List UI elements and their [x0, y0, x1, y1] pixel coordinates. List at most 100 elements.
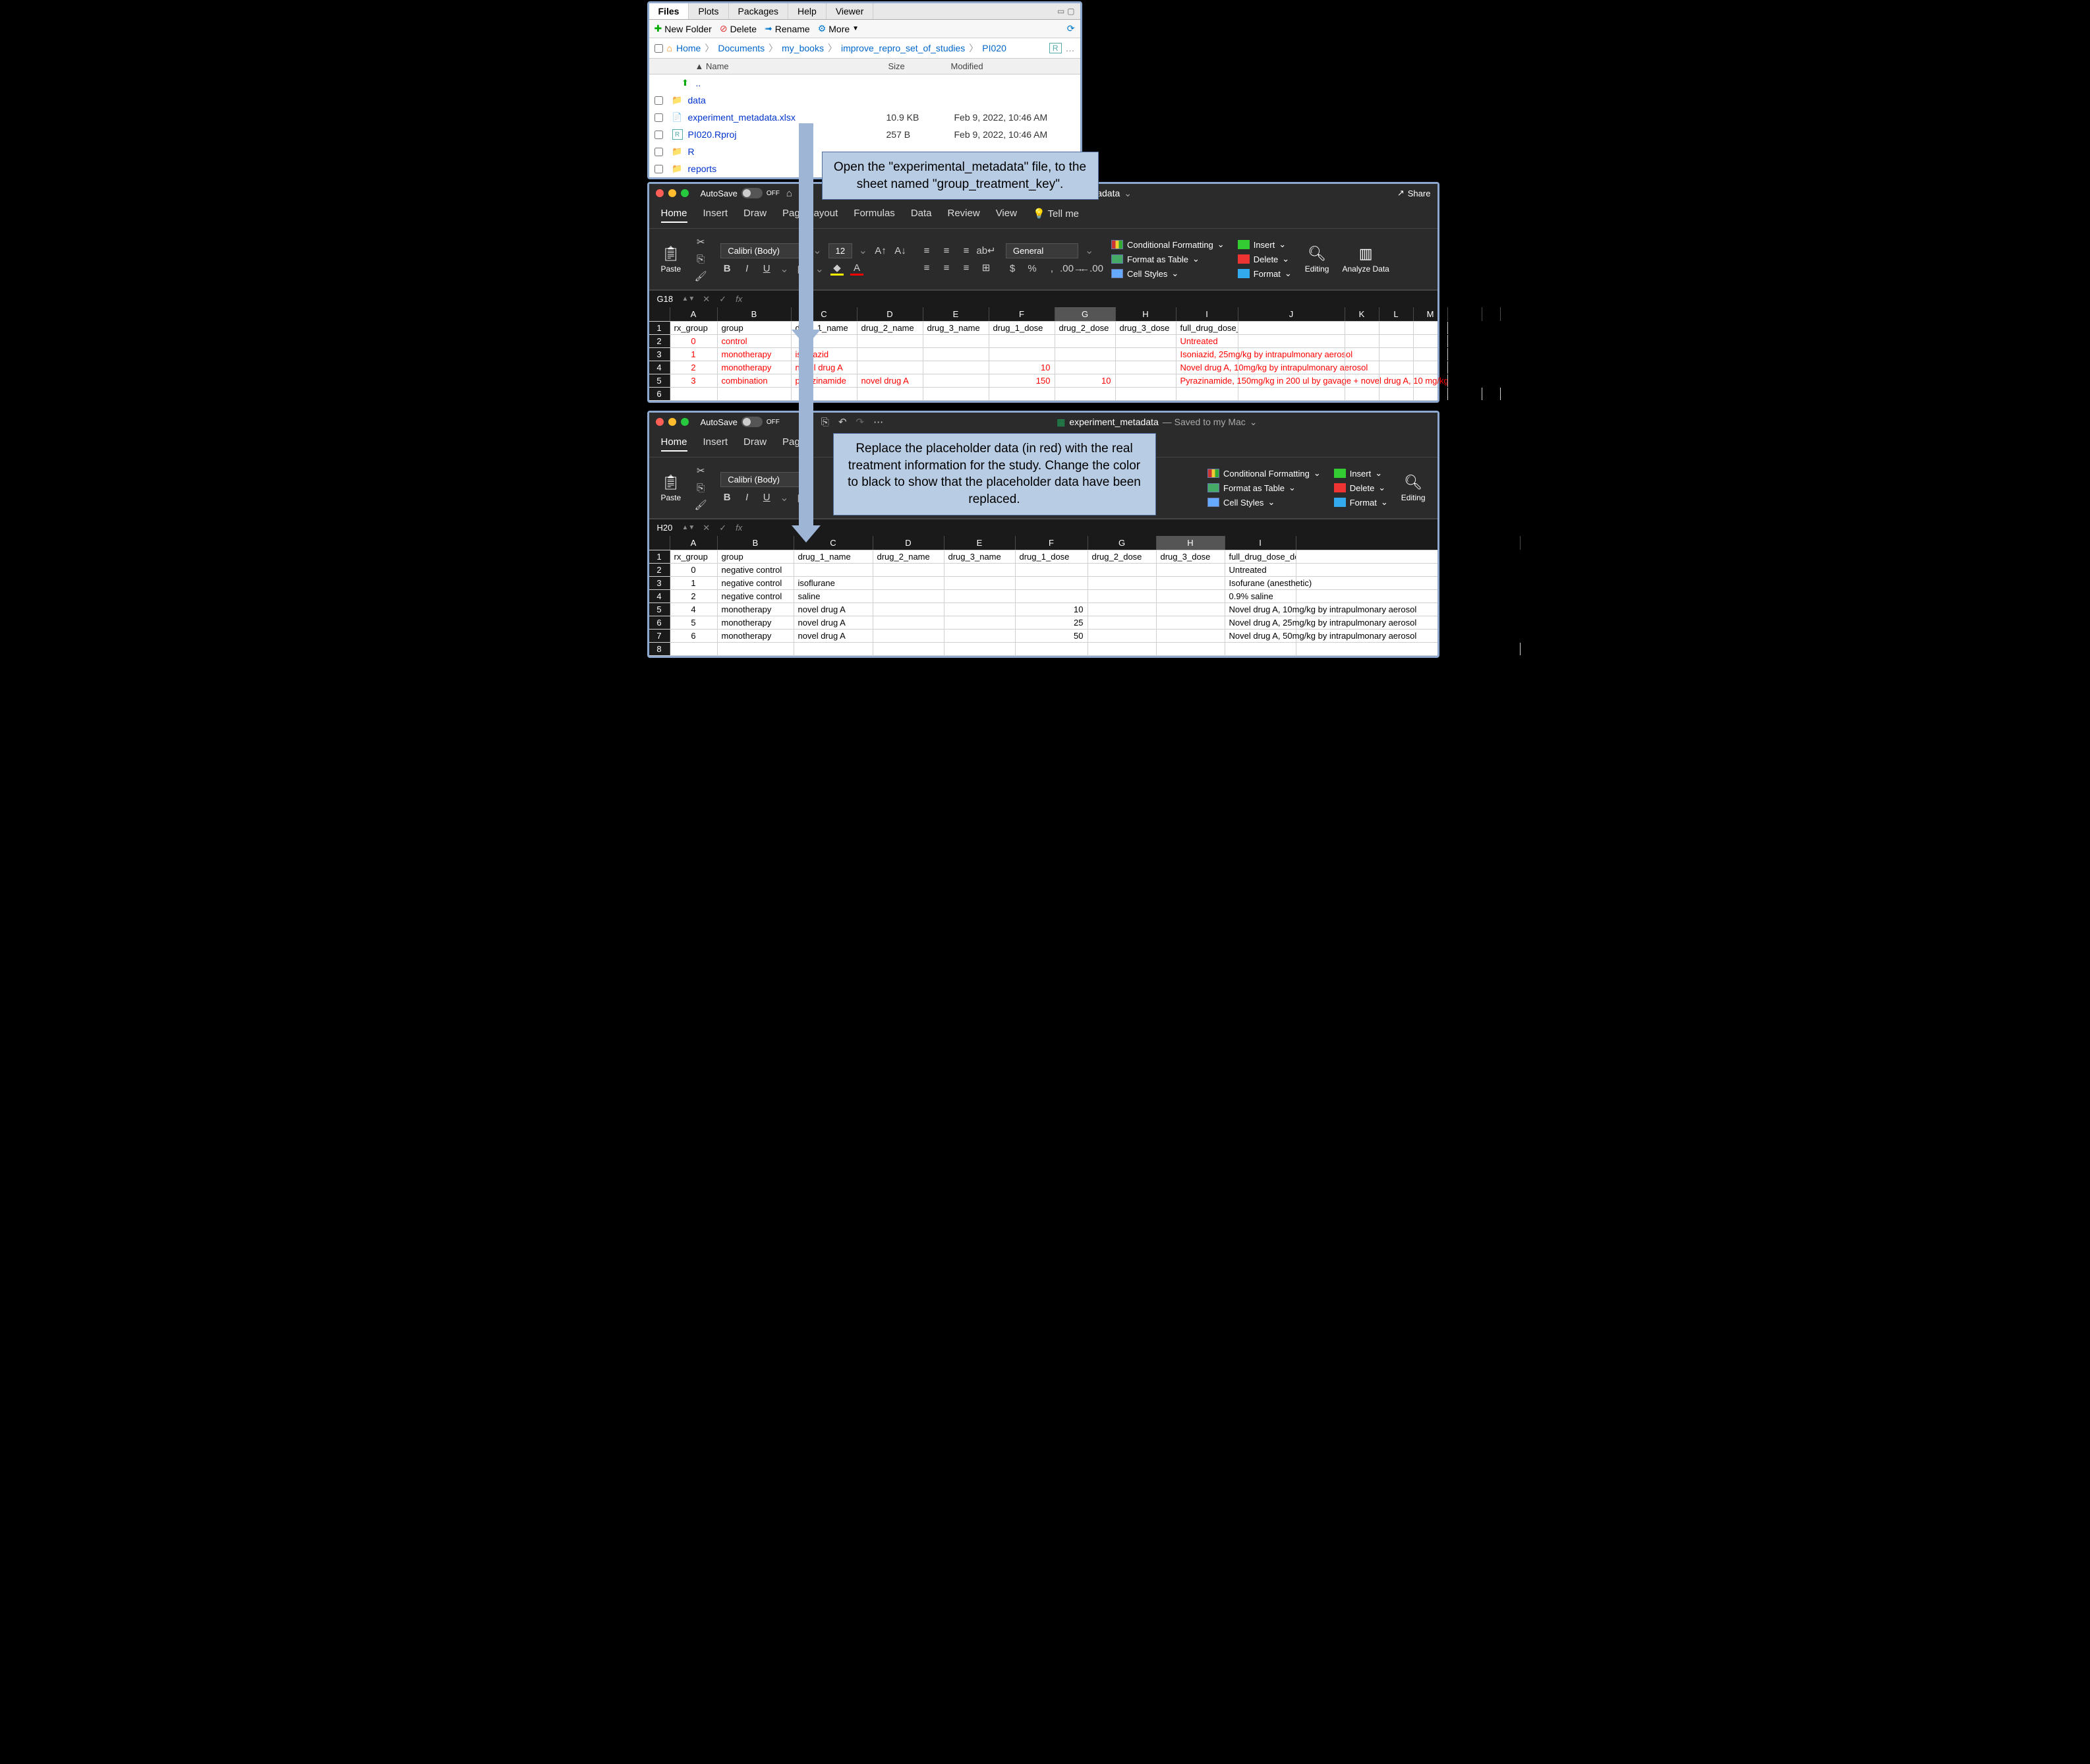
file-checkbox[interactable]	[654, 113, 663, 122]
row-num[interactable]: 5	[649, 374, 670, 387]
tab-viewer[interactable]: Viewer	[827, 3, 874, 19]
row-num[interactable]: 5	[649, 603, 670, 616]
cell[interactable]	[873, 577, 944, 589]
cell[interactable]	[1414, 361, 1448, 374]
cell[interactable]	[1055, 388, 1116, 400]
more-icon[interactable]: ⋯	[873, 416, 883, 428]
cell[interactable]	[923, 348, 989, 361]
col-header[interactable]: L	[1379, 307, 1414, 321]
copy-icon[interactable]: ⎘	[694, 481, 707, 494]
bold-icon[interactable]: B	[720, 262, 734, 276]
align-right-icon[interactable]: ≡	[960, 261, 973, 274]
name-box[interactable]: G18	[649, 293, 682, 305]
cell[interactable]	[989, 388, 1055, 400]
cell[interactable]: 50	[1016, 630, 1088, 642]
cell[interactable]: negative control	[718, 590, 794, 603]
cell[interactable]: drug_2_dose	[1055, 322, 1116, 334]
row-num[interactable]: 4	[649, 361, 670, 374]
font-selector[interactable]: Calibri (Body)	[720, 243, 806, 258]
saveas-icon[interactable]: ⎘	[821, 417, 829, 428]
cell[interactable]	[1055, 335, 1116, 347]
cell[interactable]	[1238, 361, 1345, 374]
row-num[interactable]: 3	[649, 577, 670, 589]
col-header[interactable]: D	[857, 307, 923, 321]
rename-button[interactable]: ➟Rename	[765, 23, 810, 34]
cell[interactable]	[944, 603, 1016, 616]
minimize-icon[interactable]: ▭	[1057, 7, 1064, 16]
share-button[interactable]: ↗ Share	[1397, 188, 1431, 198]
cell[interactable]: 0	[670, 335, 718, 347]
comma-icon[interactable]: ,	[1045, 262, 1059, 276]
cell[interactable]: drug_3_dose	[1116, 322, 1176, 334]
undo-icon[interactable]: ↶	[838, 416, 847, 428]
cell[interactable]	[944, 564, 1016, 576]
maximize-icon[interactable]: ▢	[1067, 7, 1074, 16]
cell[interactable]: 1	[670, 348, 718, 361]
cell[interactable]	[873, 616, 944, 629]
cell[interactable]: drug_1_name	[794, 550, 873, 563]
cell[interactable]: drug_2_dose	[1088, 550, 1157, 563]
fontcolor-icon[interactable]: A	[850, 262, 863, 276]
tab-draw[interactable]: Draw	[743, 208, 767, 223]
fx-icon[interactable]: fx	[736, 294, 742, 305]
cell[interactable]: Isoniazid, 25mg/kg by intrapulmonary aer…	[1176, 348, 1238, 361]
dec-decimal-icon[interactable]: ←.00	[1085, 262, 1098, 276]
col-header[interactable]: G	[1088, 536, 1157, 550]
merge-icon[interactable]: ⊞	[979, 261, 993, 274]
cell[interactable]	[1116, 388, 1176, 400]
fontsize-selector[interactable]: 12	[828, 243, 852, 258]
conditional-formatting-button[interactable]: Conditional Formatting ⌄	[1111, 239, 1225, 250]
cell[interactable]	[1157, 603, 1225, 616]
cell[interactable]: drug_1_dose	[989, 322, 1055, 334]
redo-icon[interactable]: ↷	[856, 416, 865, 428]
col-header[interactable]: E	[923, 307, 989, 321]
cell[interactable]: Novel drug A, 10mg/kg by intrapulmonary …	[1225, 603, 1296, 616]
cell[interactable]: 2	[670, 361, 718, 374]
cell[interactable]	[873, 643, 944, 655]
cell[interactable]	[1116, 361, 1176, 374]
cell[interactable]	[1016, 590, 1088, 603]
cell[interactable]	[944, 643, 1016, 655]
cell[interactable]	[1016, 643, 1088, 655]
cell[interactable]	[1482, 388, 1501, 400]
breadcrumb-overflow[interactable]: …	[1066, 43, 1075, 53]
tab-plots[interactable]: Plots	[689, 3, 728, 19]
cell[interactable]	[1055, 348, 1116, 361]
cell[interactable]: drug_3_name	[923, 322, 989, 334]
cell[interactable]	[1088, 643, 1157, 655]
align-mid-icon[interactable]: ≡	[940, 244, 953, 257]
delete-cells-button[interactable]: Delete ⌄	[1334, 483, 1388, 493]
cell[interactable]	[794, 643, 873, 655]
cell[interactable]	[1345, 388, 1379, 400]
cell[interactable]: rx_group	[670, 550, 718, 563]
grow-font-icon[interactable]: A↑	[874, 244, 887, 257]
cell[interactable]	[1238, 388, 1345, 400]
cell[interactable]	[857, 348, 923, 361]
cell[interactable]	[1225, 643, 1296, 655]
cell[interactable]	[1055, 361, 1116, 374]
col-header[interactable]: B	[718, 536, 794, 550]
cell[interactable]	[1448, 388, 1482, 400]
fillcolor-icon[interactable]: ◆	[830, 262, 844, 276]
cell[interactable]	[1157, 590, 1225, 603]
tab-insert[interactable]: Insert	[703, 208, 728, 223]
minimize-icon[interactable]	[668, 418, 676, 426]
row-num[interactable]: 1	[649, 322, 670, 334]
cell[interactable]	[670, 643, 718, 655]
breadcrumb-home[interactable]: Home	[676, 43, 701, 53]
cell[interactable]	[1345, 361, 1379, 374]
cell[interactable]	[1296, 643, 1521, 655]
cell[interactable]	[1157, 564, 1225, 576]
cell[interactable]: combination	[718, 374, 792, 387]
cell[interactable]	[923, 374, 989, 387]
more-button[interactable]: ⚙More ▼	[818, 23, 859, 34]
cell[interactable]	[1379, 361, 1414, 374]
col-header[interactable]: J	[1238, 307, 1345, 321]
formatpainter-icon[interactable]: 🖌︎	[694, 498, 707, 512]
col-header[interactable]: I	[1176, 307, 1238, 321]
insert-cells-button[interactable]: Insert ⌄	[1238, 239, 1292, 250]
col-modified[interactable]: Modified	[951, 61, 983, 71]
underline-icon[interactable]: U	[760, 262, 773, 276]
cell[interactable]: negative control	[718, 577, 794, 589]
col-header[interactable]: G	[1055, 307, 1116, 321]
